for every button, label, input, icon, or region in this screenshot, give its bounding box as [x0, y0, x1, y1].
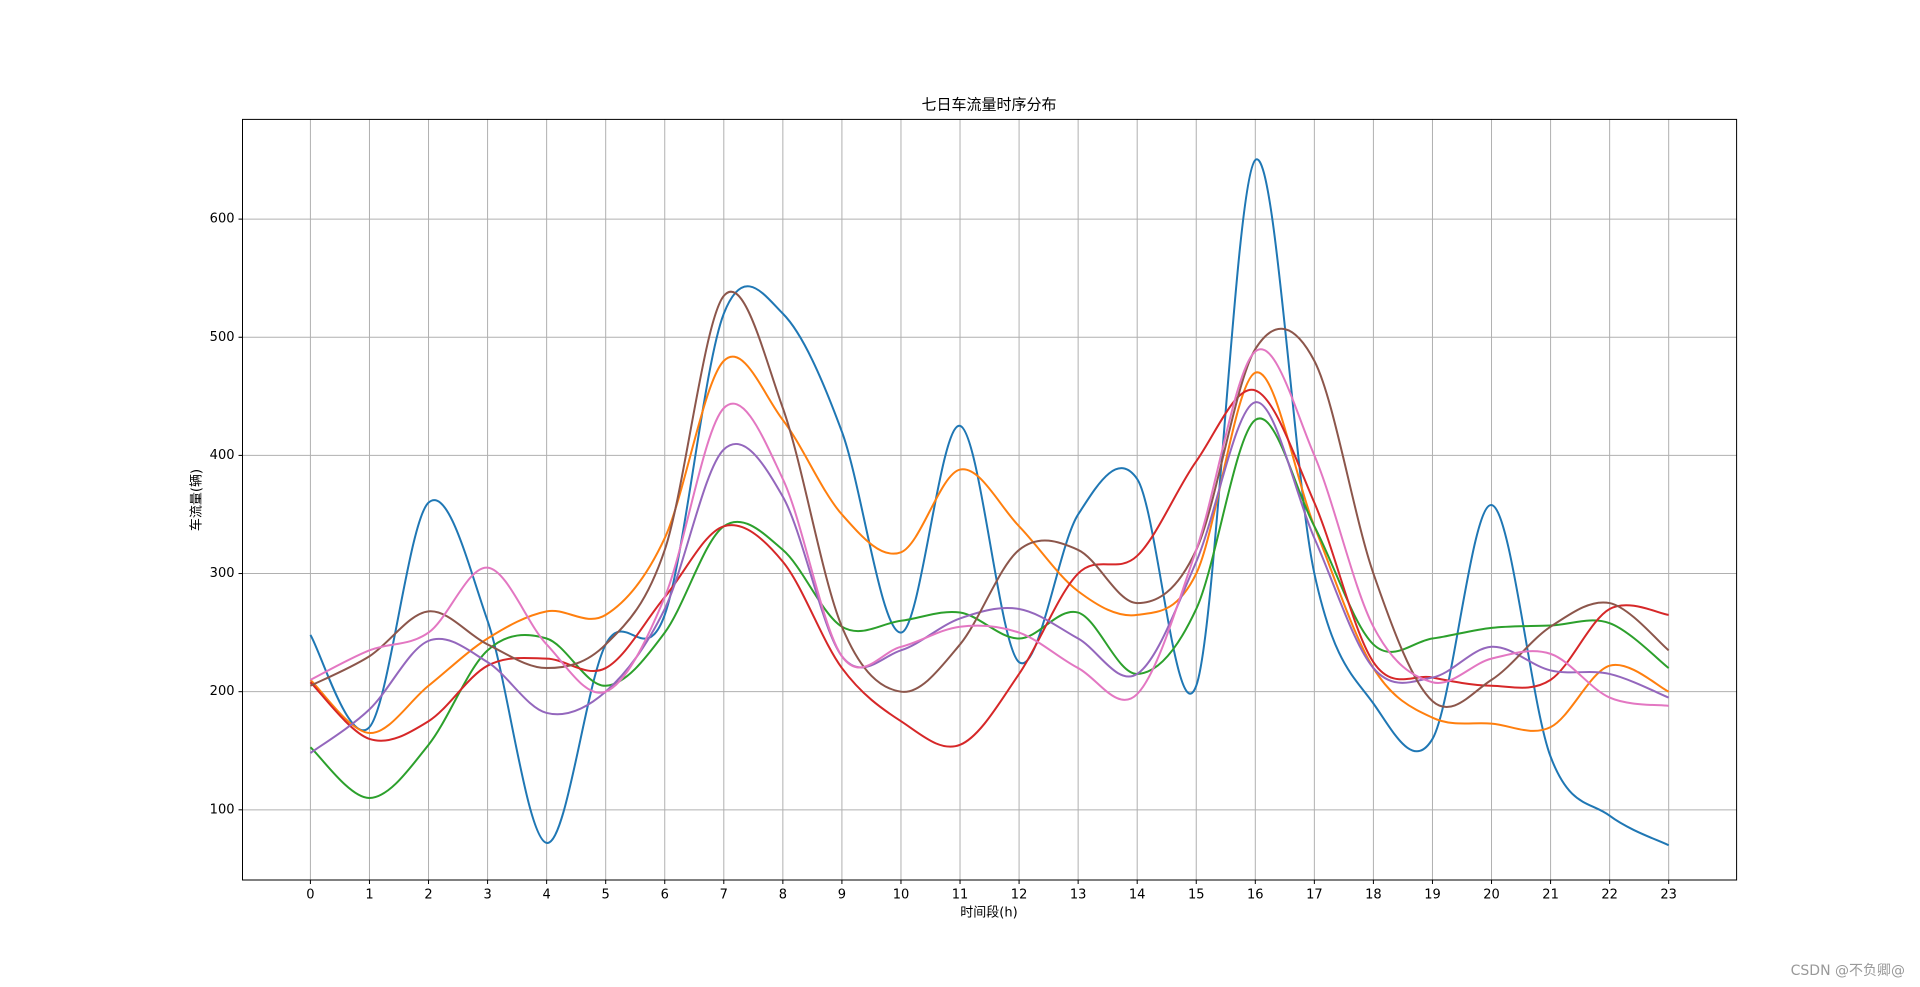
- x-tick-label: 22: [1601, 888, 1618, 903]
- series-line: [309, 355, 1670, 735]
- x-tick-label: 14: [1129, 888, 1146, 903]
- x-tick-label: 18: [1365, 888, 1382, 903]
- series-line: [309, 290, 1670, 708]
- x-tick-label: 21: [1542, 888, 1559, 903]
- y-tick-label: 400: [210, 448, 235, 463]
- x-tick-label: 20: [1483, 888, 1500, 903]
- x-axis-label: 时间段(h): [960, 906, 1017, 921]
- y-tick-label: 500: [210, 330, 235, 345]
- series-line: [309, 417, 1670, 800]
- x-tick-label: 13: [1070, 888, 1087, 903]
- x-tick-label: 19: [1424, 888, 1441, 903]
- y-tick-label: 100: [210, 802, 235, 817]
- series-line: [309, 401, 1670, 754]
- x-tick-label: 5: [602, 888, 610, 903]
- x-tick-label: 6: [661, 888, 669, 903]
- x-tick-label: 2: [424, 888, 432, 903]
- watermark: CSDN @不负卿@: [1791, 963, 1905, 979]
- series-line: [309, 348, 1669, 707]
- x-tick-label: 23: [1660, 888, 1677, 903]
- series-line: [309, 388, 1669, 748]
- plot-frame: [242, 118, 1738, 881]
- x-tick-label: 17: [1306, 888, 1323, 903]
- chart-title: 七日车流量时序分布: [921, 96, 1056, 114]
- y-tick-label: 200: [210, 684, 235, 699]
- x-tick-label: 0: [306, 888, 314, 903]
- x-tick-label: 1: [365, 888, 373, 903]
- x-tick-label: 12: [1011, 888, 1028, 903]
- x-tick-label: 9: [838, 888, 846, 903]
- x-tick-label: 4: [542, 888, 550, 903]
- x-tick-label: 16: [1247, 888, 1264, 903]
- x-tick-label: 7: [720, 888, 728, 903]
- x-tick-label: 15: [1188, 888, 1205, 903]
- series-line: [309, 158, 1670, 847]
- x-tick-label: 11: [952, 888, 969, 903]
- x-tick-label: 10: [893, 888, 910, 903]
- y-axis-label: 车流量(辆): [189, 469, 205, 531]
- x-tick-label: 8: [779, 888, 787, 903]
- y-tick-label: 300: [210, 566, 235, 581]
- x-tick-label: 3: [483, 888, 491, 903]
- y-tick-label: 600: [210, 212, 235, 227]
